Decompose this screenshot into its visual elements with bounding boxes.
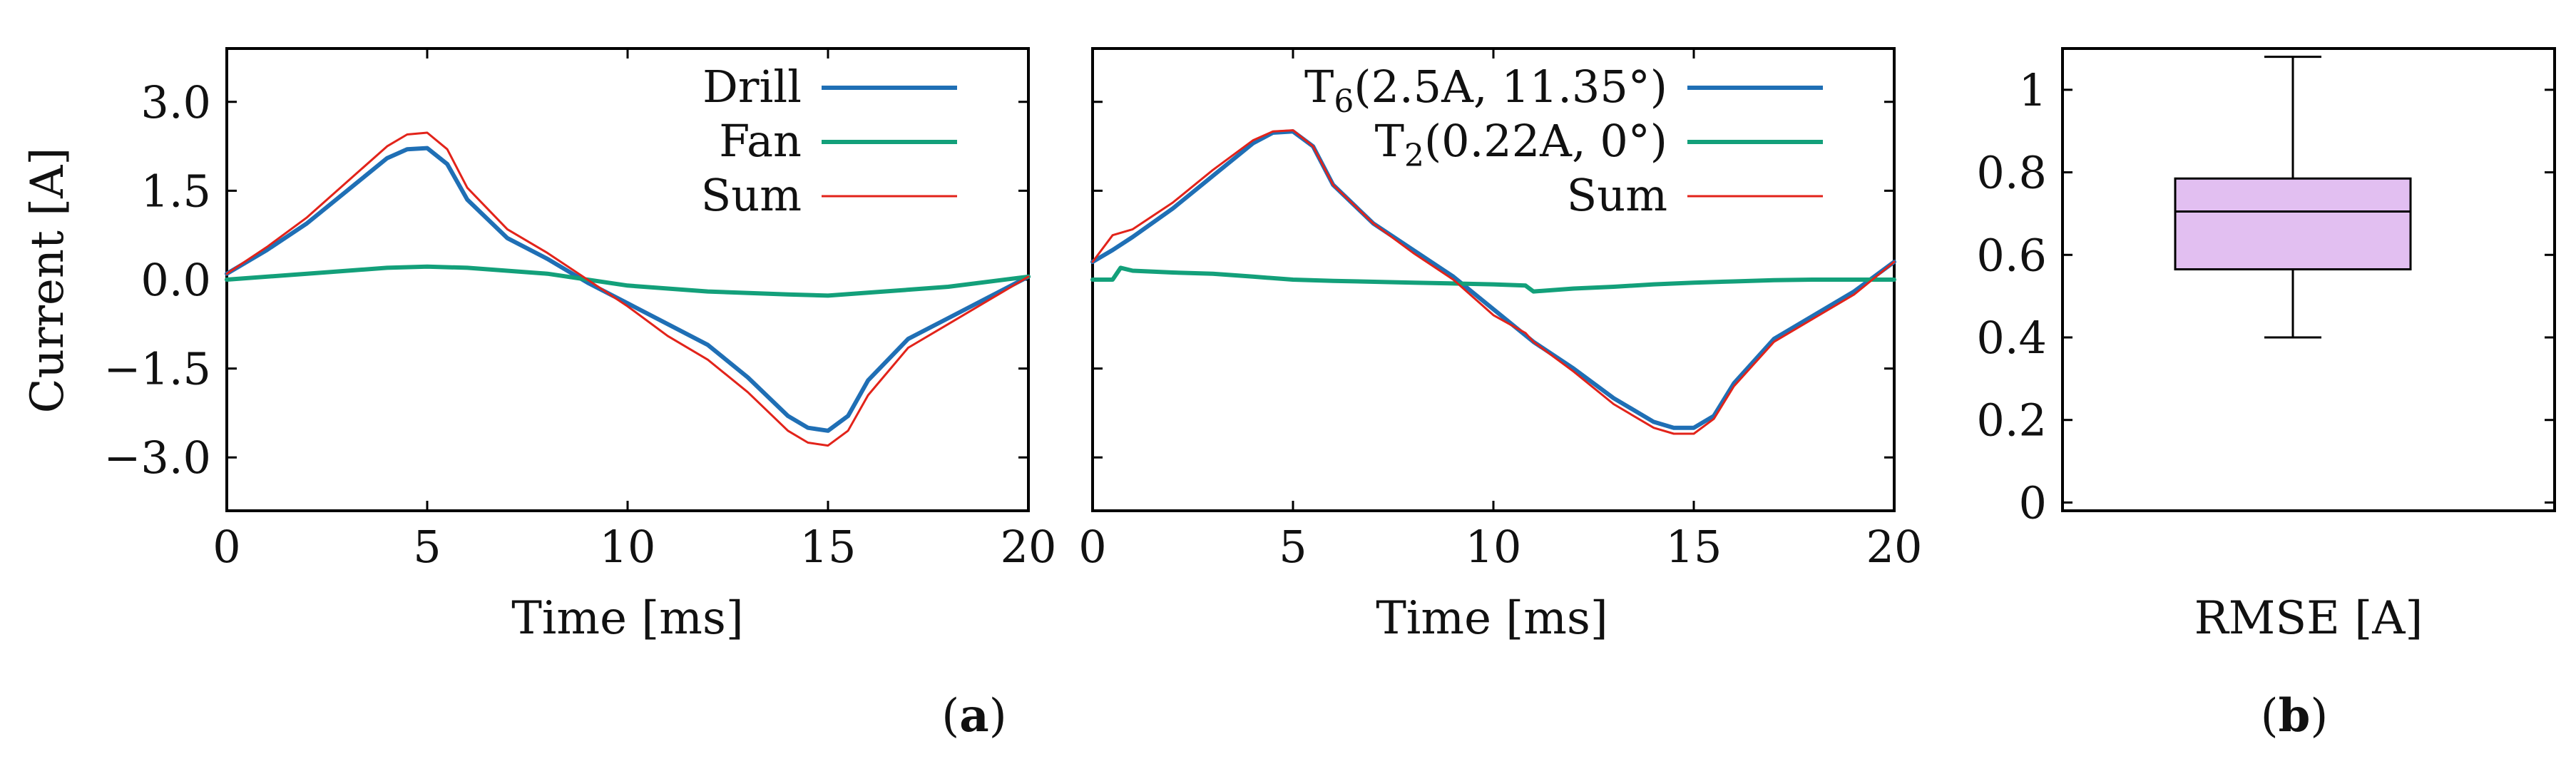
panel-label-a-letter: a — [959, 689, 988, 743]
legend-label: T2(0.22A, 0°) — [1375, 115, 1667, 174]
x-axis-title: RMSE [A] — [2194, 592, 2423, 645]
series-line-drill — [1090, 129, 1896, 430]
x-tick-label: 20 — [1001, 521, 1057, 573]
legend-label-name: Fan — [719, 115, 802, 167]
y-tick-label: 1.5 — [140, 165, 211, 217]
series-line-fan — [225, 264, 1031, 298]
legend-label-suffix: (2.5A, 11.35°) — [1354, 61, 1667, 113]
legend-label: T6(2.5A, 11.35°) — [1304, 61, 1667, 120]
legend-label-suffix: (0.22A, 0°) — [1424, 115, 1667, 167]
y-tick-label: 3.0 — [140, 76, 211, 128]
chart-panel-a-left: Current [A] Time [ms] 0 5 10 15 20 3.0 1.5 0.0 −… — [21, 47, 1057, 645]
legend-label-subscript: 6 — [1334, 83, 1354, 120]
y-tick-label: 1 — [2019, 64, 2047, 116]
x-tick-label: 15 — [800, 521, 857, 573]
box-iqr — [2174, 177, 2412, 271]
y-tick-label: 0.8 — [1976, 147, 2047, 199]
y-tick-label: 0 — [2019, 477, 2047, 529]
legend-label-name: Drill — [702, 61, 802, 113]
y-tick-label: 0.4 — [1976, 312, 2047, 364]
x-tick-label: 0 — [1078, 521, 1106, 573]
x-axis-title: Time [ms] — [511, 592, 744, 645]
y-tick-label: 0.2 — [1976, 394, 2047, 447]
legend-label: Drill — [702, 61, 802, 113]
legend-label-subscript: 2 — [1404, 138, 1424, 174]
legend-label-name: T — [1375, 115, 1404, 167]
y-tick-label: 0.6 — [1976, 229, 2047, 281]
plot-frame — [2061, 47, 2556, 512]
x-tick-label: 10 — [600, 521, 656, 573]
x-tick-label: 15 — [1666, 521, 1722, 573]
panel-label-b: (b) — [2261, 689, 2329, 743]
legend-label: Sum — [701, 169, 802, 221]
y-tick-label: −3.0 — [103, 432, 211, 484]
series-line-sum — [225, 131, 1030, 447]
y-tick-label: −1.5 — [103, 343, 211, 395]
chart-panel-b: RMSE [A] 0 0.2 0.4 0.6 0.8 1 — [1976, 47, 2556, 645]
legend-label-name: T — [1304, 61, 1334, 113]
x-tick-label: 10 — [1466, 521, 1522, 573]
legend-label-name: Sum — [1567, 169, 1667, 221]
legend-label-name: Sum — [701, 169, 802, 221]
x-tick-label: 5 — [413, 521, 441, 573]
panel-label-a: (a) — [941, 689, 1006, 743]
x-tick-label: 20 — [1866, 521, 1923, 573]
legend-label: Sum — [1567, 169, 1667, 221]
x-axis-title: Time [ms] — [1376, 592, 1608, 645]
y-axis-title: Current [A] — [21, 148, 74, 414]
plot-frame — [225, 47, 1030, 512]
series-line-drill — [225, 146, 1031, 433]
x-tick-label: 5 — [1279, 521, 1307, 573]
series-line-sum — [1091, 129, 1896, 435]
legend-label: Fan — [719, 115, 802, 167]
x-tick-label: 0 — [213, 521, 240, 573]
y-tick-label: 0.0 — [140, 254, 211, 306]
panel-label-b-letter: b — [2279, 689, 2311, 743]
series-line-fan — [1090, 265, 1896, 294]
